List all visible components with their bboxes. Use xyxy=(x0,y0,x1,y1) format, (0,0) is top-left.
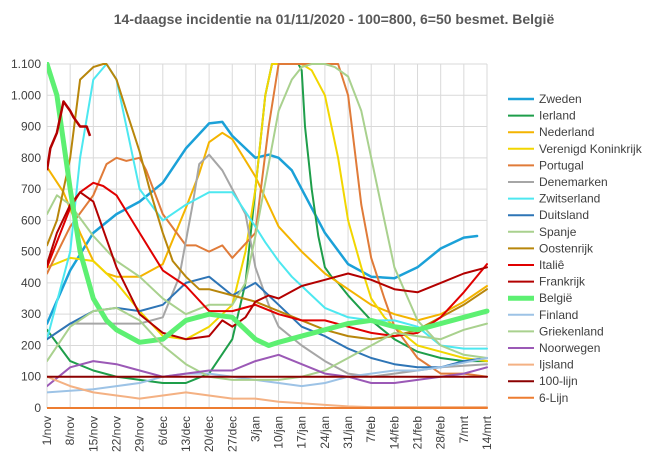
legend-label: Oostenrijk xyxy=(539,241,594,255)
series-line xyxy=(47,63,488,359)
legend-label: Noorwegen xyxy=(539,341,600,355)
series-group xyxy=(47,62,490,409)
series-line xyxy=(47,62,490,348)
y-tick-label: 100 xyxy=(21,370,41,384)
y-tick-label: 700 xyxy=(21,182,41,196)
x-tick-label: 13/dec xyxy=(179,416,193,452)
y-tick-label: 900 xyxy=(21,120,41,134)
legend-label: Zweden xyxy=(539,92,582,106)
legend-label: Ierland xyxy=(539,109,576,123)
x-tick-label: 10/jan xyxy=(272,416,286,449)
legend-label: Griekenland xyxy=(539,324,604,338)
x-tick-label: 1/nov xyxy=(40,416,54,445)
y-tick-label: 0 xyxy=(34,401,41,415)
series-line xyxy=(47,191,488,341)
y-tick-label: 600 xyxy=(21,213,41,227)
y-tick-label: 400 xyxy=(21,276,41,290)
x-tick-label: 31/jan xyxy=(341,416,355,449)
legend-label: Frankrijk xyxy=(539,275,586,289)
x-tick-label: 15/nov xyxy=(86,416,100,452)
legend: Zweden Ierland Nederland Verenigd Koninkrij… xyxy=(508,92,643,405)
legend-label: 6-Lijn xyxy=(539,391,568,405)
series-line xyxy=(47,275,488,369)
series-line xyxy=(47,357,488,394)
x-tick-label: 21/feb xyxy=(411,416,425,450)
legend-label: Verenigd Koninkrijk xyxy=(539,142,643,156)
y-tick-label: 800 xyxy=(21,151,41,165)
x-tick-label: 27/dec xyxy=(225,416,239,452)
x-tick-label: 29/nov xyxy=(133,416,147,452)
legend-label: Ijsland xyxy=(539,358,574,372)
x-axis: 1/nov 8/nov 15/nov 22/nov 29/nov 6/dec 13/dec 2… xyxy=(40,415,494,452)
legend-label: 100-lijn xyxy=(539,374,578,388)
series-line xyxy=(47,306,488,381)
series-line xyxy=(47,63,488,378)
legend-label: Italiê xyxy=(539,258,565,272)
legend-label: Nederland xyxy=(539,125,594,139)
legend-label: Finland xyxy=(539,308,578,322)
y-tick-label: 500 xyxy=(21,245,41,259)
series-line xyxy=(47,63,488,341)
legend-label: Portugal xyxy=(539,158,584,172)
legend-label: Denemarken xyxy=(539,175,608,189)
series-line-segment xyxy=(47,100,92,171)
x-tick-label: 8/nov xyxy=(63,416,77,445)
x-tick-label: 14/feb xyxy=(387,416,401,450)
legend-label: Spanje xyxy=(539,225,577,239)
x-tick-label: 17/jan xyxy=(295,416,309,449)
y-tick-label: 200 xyxy=(21,338,41,352)
series-line xyxy=(47,63,488,350)
legend-label: Zwitserland xyxy=(539,192,600,206)
y-axis: 0 100 200 300 400 500 600 700 800 900 1.000 1.100 xyxy=(11,57,41,415)
series-line xyxy=(47,153,488,378)
y-tick-label: 300 xyxy=(21,307,41,321)
y-tick-label: 1.100 xyxy=(11,57,41,71)
x-tick-label: 22/nov xyxy=(109,416,123,452)
series-line xyxy=(47,353,488,388)
x-tick-label: 20/dec xyxy=(202,416,216,452)
x-tick-label: 3/jan xyxy=(248,416,262,442)
legend-label: Duitsland xyxy=(539,208,589,222)
legend-label: België xyxy=(539,291,573,305)
x-tick-label: 6/dec xyxy=(156,416,170,445)
chart-title: 14-daagse incidentie na 01/11/2020 - 100… xyxy=(114,11,555,27)
x-tick-label: 7/mrt xyxy=(457,415,471,443)
x-tick-label: 7/feb xyxy=(364,416,378,443)
x-tick-label: 14/mrt xyxy=(480,415,494,450)
x-tick-label: 24/jan xyxy=(318,416,332,449)
x-tick-label: 28/feb xyxy=(434,416,448,450)
y-tick-label: 1.000 xyxy=(11,88,41,102)
